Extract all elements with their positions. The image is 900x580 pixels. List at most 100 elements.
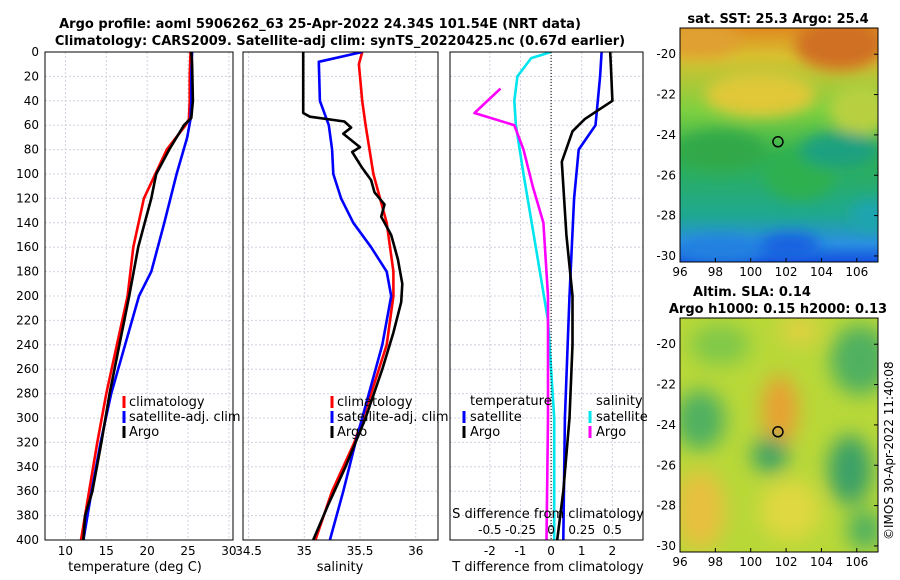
argo-location-marker [772,136,784,148]
legend-label-s-satellite: satellite [596,410,648,425]
lon-tick-label: 96 [672,555,687,569]
lat-tick-label: -28 [656,209,676,223]
sla-lon-ticks: 96 98 100 102 104 106 [672,548,868,569]
xtick-label: 0 [547,544,555,558]
depth-tick-label: 140 [16,216,39,230]
sst-blobs [680,28,878,262]
argo-location-marker [772,426,784,438]
sst-map: sat. SST: 25.3 Argo: 25.4 96 98 100 102 104 1… [656,12,879,279]
series-line-s-argo [473,87,550,540]
lat-tick-label: -26 [656,168,676,182]
sst-map-frame [679,27,879,263]
legend-title-salinity: salinity [596,394,643,409]
sla-blobs [680,318,878,550]
depth-tick-label: 40 [24,94,39,108]
sst-map-title: sat. SST: 25.3 Argo: 25.4 [687,12,868,27]
lat-tick-label: -22 [656,378,676,392]
xtick-label: -1 [514,544,526,558]
depth-tick-label: 320 [16,435,39,449]
sst-lat-ticks: -20 -22 -24 -26 -28 -30 [656,47,878,263]
series-line-t-satellite [562,52,603,540]
lat-tick-label: -20 [656,337,676,351]
s-tick-label: -0.25 [505,523,536,537]
depth-tick-label: 20 [24,69,39,83]
difference-panel: -2 -1 0 1 2 -0.5 -0.25 0 0.25 0.5 S difference f… [449,51,648,575]
sst-field [680,28,878,262]
xtick-label: 35.5 [347,544,374,558]
difference-lines [473,52,614,540]
lat-tick-label: -22 [656,88,676,102]
salinity-axes-frame [242,51,439,541]
legend-label-s-argo: Argo [596,425,626,440]
figure-title-line2: Climatology: CARS2009. Satellite-adj cli… [55,34,625,49]
xtick-label: 2 [609,544,617,558]
xtick-label: 20 [140,544,155,558]
sst-lon-ticks: 96 98 100 102 104 106 [672,258,868,279]
temperature-xlabel: temperature (deg C) [68,560,202,575]
lat-tick-label: -24 [656,418,676,432]
legend-label-t-satellite: satellite [470,410,522,425]
salinity-legend: climatology satellite-adj. clim Argo [330,395,449,440]
depth-tick-label: 180 [16,265,39,279]
lat-tick-label: -30 [656,249,676,263]
sla-field [680,318,878,552]
series-line-argo [82,52,195,540]
depth-tick-label: 80 [24,143,39,157]
depth-tick-label: 0 [31,45,39,59]
xtick-label: 1 [578,544,586,558]
legend-label-satellite: satellite-adj. clim [337,410,449,425]
temperature-lines [79,52,195,540]
lon-tick-label: 102 [775,265,798,279]
legend-label-climatology: climatology [129,395,205,410]
legend-title-temperature: temperature [470,394,552,409]
salinity-xtick-labels: 34.5 35 35.5 36 [235,544,423,558]
lon-tick-label: 98 [708,265,723,279]
xtick-label: 15 [99,544,114,558]
s-difference-label: S difference from climatology [452,507,644,522]
lon-tick-label: 104 [810,265,833,279]
lon-tick-label: 100 [739,265,762,279]
depth-tick-label: 360 [16,484,39,498]
lon-tick-label: 102 [775,555,798,569]
depth-tick-label: 340 [16,460,39,474]
difference-xtick-labels: -2 -1 0 1 2 [484,544,616,558]
salinity-lines [301,52,404,540]
sla-map-title: Altim. SLA: 0.14 [693,285,811,300]
temperature-xtick-labels: 10 15 20 25 30 [58,544,237,558]
series-line-climatology [79,52,192,540]
depth-tick-label: 280 [16,387,39,401]
series-line-satellite-adj-clim [317,52,393,540]
t-difference-label: T difference from climatology [451,560,644,575]
difference-legend-temperature: temperature satellite Argo [462,394,552,440]
xtick-label: 10 [58,544,73,558]
lon-tick-label: 98 [708,555,723,569]
sla-map: Altim. SLA: 0.14 Argo h1000: 0.15 h2000:… [656,285,887,569]
depth-tick-label: 240 [16,338,39,352]
temperature-legend: climatology satellite-adj. clim Argo [122,395,241,440]
depth-tick-label: 160 [16,240,39,254]
series-line-s-satellite [512,52,556,540]
depth-tick-label: 400 [16,533,39,547]
sla-map-subtitle: Argo h1000: 0.15 h2000: 0.13 [669,302,887,317]
salinity-panel: 34.5 35 35.5 36 salinity climatology satell… [235,51,449,575]
lon-tick-label: 100 [739,555,762,569]
lon-tick-label: 104 [810,555,833,569]
s-tick-label: 0.25 [568,523,595,537]
s-difference-tick-labels: -0.5 -0.25 0 0.25 0.5 [478,523,622,537]
s-tick-label: 0.5 [603,523,622,537]
salinity-xlabel: salinity [317,560,364,575]
s-tick-label: 0 [547,523,555,537]
xtick-label: 35 [297,544,312,558]
figure-title-line1: Argo profile: aoml 5906262_63 25-Apr-202… [59,17,581,32]
xtick-label: 34.5 [235,544,262,558]
lon-tick-label: 96 [672,265,687,279]
depth-tick-label: 260 [16,362,39,376]
xtick-label: -2 [484,544,496,558]
lat-tick-label: -20 [656,47,676,61]
depth-tick-label: 380 [16,509,39,523]
depth-tick-labels: 0 20 40 60 80 100 120 140 160 180 200 220 240 260 280 3… [16,45,39,547]
depth-tick-label: 100 [16,167,39,181]
sla-lat-ticks: -20 -22 -24 -26 -28 -30 [656,337,878,553]
depth-tick-label: 200 [16,289,39,303]
